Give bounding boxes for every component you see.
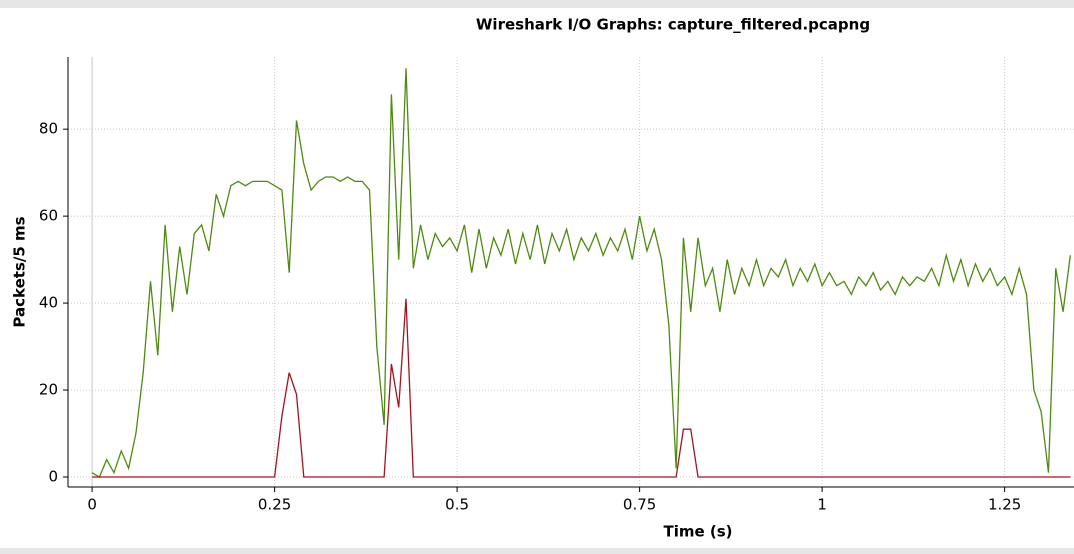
x-tick-label: 1.25	[988, 496, 1021, 514]
series-line	[92, 298, 1071, 478]
y-tick-label: 60	[39, 207, 58, 225]
series-line	[91, 68, 1071, 478]
chart-title: Wireshark I/O Graphs: capture_filtered.p…	[476, 16, 870, 34]
x-tick-label: 1	[817, 496, 827, 514]
top-bar	[0, 0, 1074, 8]
y-tick-label: 0	[48, 468, 58, 486]
x-tick-label: 0.75	[623, 496, 656, 514]
x-tick-label: 0	[87, 496, 97, 514]
y-tick-label: 20	[39, 381, 58, 399]
y-tick-label: 40	[39, 294, 58, 312]
bottom-bar	[0, 548, 1074, 554]
x-tick-label: 0.25	[258, 496, 291, 514]
x-axis-label: Time (s)	[663, 523, 732, 541]
x-tick-label: 0.5	[445, 496, 469, 514]
y-axis-label: Packets/5 ms	[11, 216, 29, 327]
y-tick-label: 80	[39, 120, 58, 138]
